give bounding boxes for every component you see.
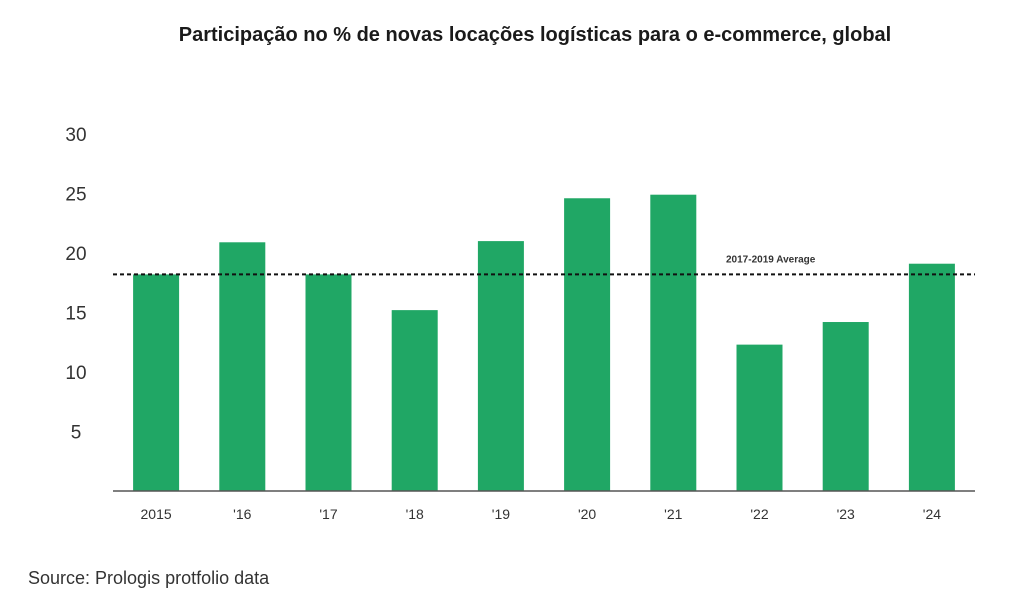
bar bbox=[219, 242, 266, 491]
x-tick-label: '18 bbox=[406, 506, 424, 522]
x-axis-ticks: 2015 '16 '17 '18 '19 '20 '21 '22 '23 '24 bbox=[141, 506, 942, 522]
bar bbox=[564, 198, 611, 491]
bar bbox=[908, 263, 955, 491]
bar bbox=[477, 241, 524, 491]
bar bbox=[650, 194, 697, 491]
x-tick-label: '17 bbox=[319, 506, 337, 522]
bar bbox=[822, 322, 869, 491]
x-tick-label: '22 bbox=[750, 506, 768, 522]
bars bbox=[133, 194, 955, 491]
y-tick-label: 25 bbox=[65, 185, 86, 206]
y-tick-label: 30 bbox=[65, 125, 86, 146]
x-tick-label: '19 bbox=[492, 506, 510, 522]
y-axis-ticks: 5 10 15 20 25 30 bbox=[65, 125, 86, 444]
chart-title: Participação no % de novas locações logí… bbox=[178, 24, 892, 46]
bar bbox=[736, 344, 783, 491]
bar bbox=[133, 274, 180, 491]
y-tick-label: 5 bbox=[71, 423, 82, 444]
x-tick-label: '23 bbox=[837, 506, 855, 522]
average-line-label: 2017-2019 Average bbox=[726, 254, 816, 265]
x-tick-label: 2015 bbox=[141, 506, 172, 522]
x-tick-label: '16 bbox=[233, 506, 251, 522]
y-tick-label: 10 bbox=[65, 363, 86, 384]
y-tick-label: 20 bbox=[65, 244, 86, 265]
source-note: Source: Prologis protfolio data bbox=[28, 568, 270, 588]
x-tick-label: '24 bbox=[923, 506, 941, 522]
x-tick-label: '21 bbox=[664, 506, 682, 522]
y-tick-label: 15 bbox=[65, 304, 86, 325]
x-tick-label: '20 bbox=[578, 506, 596, 522]
bar bbox=[305, 274, 352, 491]
bar bbox=[391, 310, 438, 491]
